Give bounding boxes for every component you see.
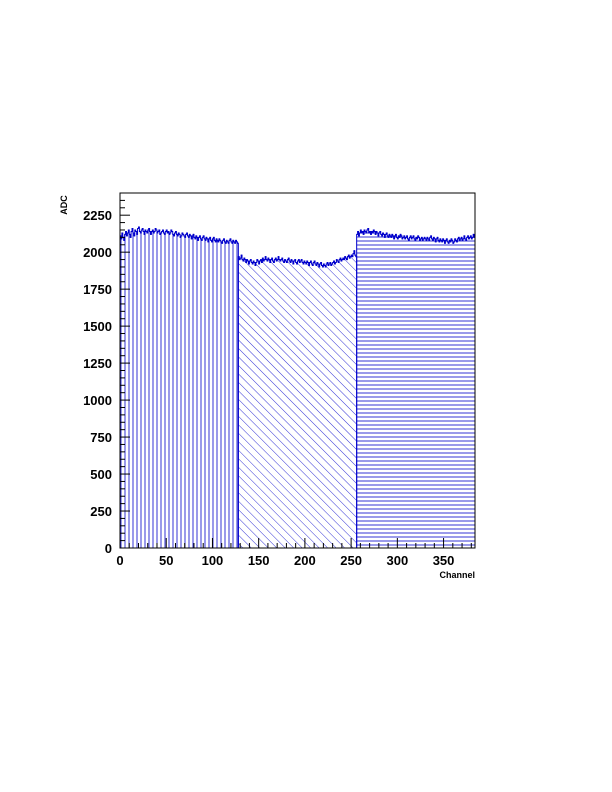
x-tick-label: 300	[386, 553, 408, 568]
y-tick-label: 2250	[83, 208, 112, 223]
series-1-outline	[119, 226, 239, 548]
x-tick-label: 100	[202, 553, 224, 568]
x-tick-label: 350	[433, 553, 455, 568]
series-3-fill	[356, 228, 475, 548]
x-tick-label: 50	[159, 553, 173, 568]
series-1-fill	[120, 227, 239, 549]
series-2-fill	[238, 250, 357, 548]
y-tick-label: 1250	[83, 356, 112, 371]
y-tick-label: 1000	[83, 393, 112, 408]
y-axis-title: ADC	[59, 195, 69, 215]
y-tick-label: 500	[90, 467, 112, 482]
x-tick-label: 250	[340, 553, 362, 568]
x-tick-label: 0	[116, 553, 123, 568]
axes-group: 0 50 100 150 200 250 300 350 0 250 500 750 1000 1250 1…	[83, 192, 476, 568]
y-tick-label: 1750	[83, 282, 112, 297]
x-axis-title: Channel	[439, 570, 475, 580]
series-3-outline	[356, 228, 476, 548]
y-tick-label: 750	[90, 430, 112, 445]
series-2-outline	[237, 250, 358, 548]
y-tick-label: 250	[90, 504, 112, 519]
y-tick-label: 2000	[83, 245, 112, 260]
y-tick-label: 1500	[83, 319, 112, 334]
series-group	[119, 226, 476, 549]
y-tick-label: 0	[105, 541, 112, 556]
x-tick-label: 150	[248, 553, 270, 568]
x-tick-label: 200	[294, 553, 316, 568]
